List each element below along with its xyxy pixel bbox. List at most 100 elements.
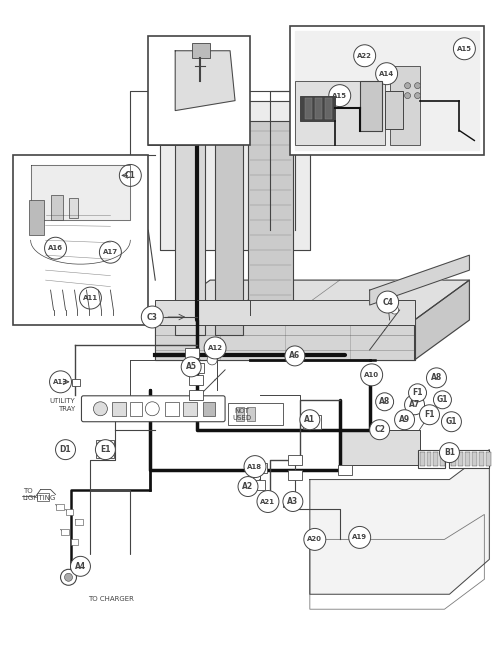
Bar [68,199,78,218]
Bar [228,403,283,424]
Text: A17: A17 [103,249,118,255]
Text: A10: A10 [364,372,379,378]
Circle shape [80,287,102,309]
Polygon shape [370,255,470,305]
Text: A13: A13 [53,379,68,385]
Bar [315,98,322,118]
Text: A15: A15 [457,46,472,52]
Bar [96,440,114,457]
Bar [283,498,297,507]
Polygon shape [175,50,235,111]
Circle shape [404,93,410,98]
Text: C3: C3 [147,313,158,322]
Text: F1: F1 [424,410,435,419]
Circle shape [204,337,226,359]
Text: UTILITY
TRAY: UTILITY TRAY [50,398,76,411]
Bar [288,455,302,465]
Text: A16: A16 [48,245,63,251]
Bar [165,402,179,416]
Polygon shape [160,101,310,250]
Text: E1: E1 [100,445,110,454]
Bar [215,96,243,335]
Bar [236,407,244,421]
Circle shape [360,364,382,386]
Circle shape [414,93,420,98]
Bar [60,444,70,454]
Circle shape [370,420,390,440]
Circle shape [56,440,76,459]
Circle shape [376,63,398,85]
Bar [56,505,64,510]
Circle shape [94,402,108,416]
Bar [148,36,250,146]
Text: A14: A14 [379,71,394,77]
Text: A9: A9 [399,415,410,424]
Bar [248,120,293,305]
Circle shape [348,527,370,549]
Polygon shape [30,166,130,220]
Bar [66,509,74,516]
Bar [325,98,332,118]
Text: A2: A2 [242,482,254,491]
Bar [418,450,446,468]
Circle shape [96,440,116,459]
Text: C1: C1 [125,171,136,180]
Text: A22: A22 [357,53,372,59]
Circle shape [434,391,452,409]
Text: A21: A21 [260,498,276,505]
Circle shape [64,573,72,581]
Text: A7: A7 [409,400,420,410]
Circle shape [238,477,258,496]
Polygon shape [414,280,470,360]
Bar [130,402,142,416]
Circle shape [354,45,376,67]
Text: A6: A6 [290,351,300,360]
Text: G1: G1 [446,417,457,426]
Circle shape [257,490,279,512]
Circle shape [376,393,394,411]
Circle shape [285,346,305,366]
Bar [192,43,210,58]
Bar [28,201,44,236]
Bar [340,430,419,465]
Bar [175,101,205,335]
Bar [72,379,80,386]
Text: TO CHARGER: TO CHARGER [88,597,134,602]
Polygon shape [156,320,414,360]
Text: A4: A4 [75,562,86,571]
Text: A8: A8 [431,373,442,382]
Bar [452,452,456,466]
Bar [251,479,265,490]
Text: A12: A12 [208,345,222,351]
Bar [253,463,267,472]
Bar [196,363,204,373]
Text: A19: A19 [352,534,368,540]
Bar [420,452,424,466]
Bar [112,402,126,416]
Circle shape [244,455,266,477]
Text: A8: A8 [379,397,390,406]
Bar [208,343,216,353]
Text: NOT
USED: NOT USED [232,408,252,421]
Bar [12,155,148,325]
Bar [189,375,203,385]
Circle shape [426,368,446,388]
Bar [338,465,351,475]
Text: B1: B1 [444,448,455,457]
Bar [203,402,215,416]
Bar [390,66,420,146]
Text: TO
LIGHTING: TO LIGHTING [22,488,56,501]
Circle shape [454,38,475,60]
Circle shape [404,395,424,415]
Bar [36,492,48,501]
Text: D1: D1 [60,445,72,454]
Bar [472,452,478,466]
Text: A5: A5 [186,362,196,371]
Circle shape [70,556,90,576]
Bar [434,452,438,466]
Bar [76,520,84,525]
Bar [466,452,470,466]
Bar [360,81,382,131]
Bar [247,407,255,421]
Bar [60,529,68,536]
